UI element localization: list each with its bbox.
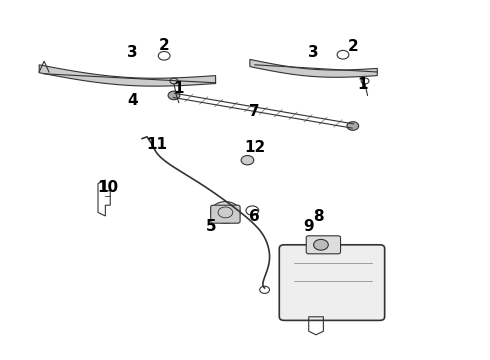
Circle shape [314,239,328,250]
Circle shape [337,50,349,59]
Polygon shape [250,59,377,77]
Circle shape [347,122,359,130]
Text: 4: 4 [127,93,138,108]
Circle shape [211,202,240,223]
FancyBboxPatch shape [279,245,385,320]
Text: 1: 1 [357,77,368,92]
FancyBboxPatch shape [306,236,341,254]
Text: 9: 9 [303,219,314,234]
Text: 10: 10 [97,180,119,195]
Text: 3: 3 [308,45,319,60]
Text: 8: 8 [313,208,324,224]
Text: 11: 11 [147,136,167,152]
Text: 2: 2 [159,37,170,53]
Text: 6: 6 [249,208,260,224]
Circle shape [158,51,170,60]
FancyBboxPatch shape [211,205,240,223]
Text: 2: 2 [347,39,358,54]
Circle shape [168,91,180,100]
Circle shape [241,156,254,165]
Polygon shape [39,65,216,86]
Text: 3: 3 [127,45,138,60]
Text: 7: 7 [249,104,260,119]
Text: 12: 12 [244,140,266,155]
Text: 1: 1 [173,81,184,96]
Text: 5: 5 [205,219,216,234]
